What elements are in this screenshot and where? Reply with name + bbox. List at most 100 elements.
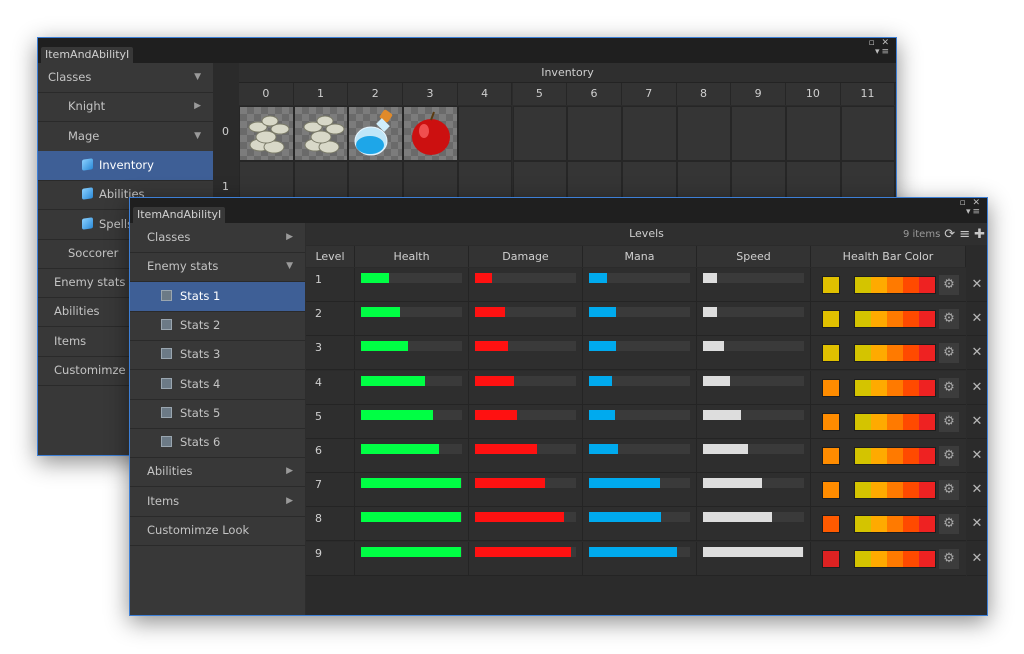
sidebar-item[interactable]: Customimze Look <box>130 516 305 546</box>
mana-cell[interactable] <box>583 439 697 473</box>
damage-cell[interactable] <box>469 302 583 337</box>
damage-bar[interactable] <box>475 478 576 489</box>
mana-cell[interactable] <box>583 370 697 405</box>
damage-bar[interactable] <box>475 409 576 420</box>
mana-bar[interactable] <box>589 273 690 283</box>
sidebar-item[interactable]: Items <box>38 327 213 357</box>
damage-cell[interactable] <box>469 370 583 405</box>
sidebar-item[interactable]: Enemy stats ▼ <box>130 252 305 283</box>
damage-cell[interactable] <box>469 268 583 302</box>
speed-cell[interactable] <box>697 439 811 473</box>
sidebar-item[interactable]: Stats 3 <box>130 340 305 371</box>
mana-cell[interactable] <box>583 507 697 542</box>
speed-bar[interactable] <box>703 478 804 489</box>
health-bar[interactable] <box>361 444 462 454</box>
health-cell[interactable] <box>355 370 469 405</box>
color-swatch[interactable] <box>822 276 840 294</box>
mana-bar[interactable] <box>589 375 690 386</box>
inventory-slot[interactable] <box>786 106 841 161</box>
damage-bar[interactable] <box>475 307 576 318</box>
inventory-slot[interactable] <box>457 106 513 161</box>
speed-cell[interactable] <box>697 336 811 371</box>
health-cell[interactable] <box>355 541 469 576</box>
health-cell[interactable] <box>355 302 469 337</box>
health-bar[interactable] <box>361 512 462 523</box>
gear-icon[interactable]: ⚙ <box>939 548 959 569</box>
gradient-field[interactable] <box>854 276 936 294</box>
sidebar-item[interactable]: Abilities ▶ <box>130 457 305 488</box>
gradient-field[interactable] <box>854 412 936 431</box>
sidebar-item[interactable]: Knight ▶ <box>38 92 213 123</box>
inventory-slot[interactable] <box>348 106 404 161</box>
gradient-field[interactable] <box>854 344 936 363</box>
health-cell[interactable] <box>355 336 469 371</box>
health-bar[interactable] <box>361 375 462 386</box>
health-cell[interactable] <box>355 268 469 302</box>
gradient-field[interactable] <box>854 515 936 534</box>
speed-bar[interactable] <box>703 512 804 523</box>
mana-cell[interactable] <box>583 268 697 302</box>
mana-bar[interactable] <box>589 512 690 523</box>
inventory-slot[interactable] <box>840 106 896 161</box>
delete-row-button[interactable]: ✕ <box>967 371 987 405</box>
refresh-icon[interactable]: ⟳ <box>944 227 956 242</box>
damage-cell[interactable] <box>469 473 583 508</box>
sidebar-item[interactable]: Stats 6 <box>130 428 305 459</box>
mana-bar[interactable] <box>589 546 690 557</box>
health-bar[interactable] <box>361 341 462 352</box>
damage-bar[interactable] <box>475 375 576 386</box>
health-cell[interactable] <box>355 473 469 508</box>
color-swatch[interactable] <box>822 378 840 397</box>
sidebar-item[interactable]: Spells <box>38 210 213 240</box>
gradient-field[interactable] <box>854 549 936 568</box>
gradient-field[interactable] <box>854 310 936 329</box>
mana-cell[interactable] <box>583 473 697 508</box>
sidebar-item[interactable]: Abilities <box>38 297 213 328</box>
inventory-slot[interactable] <box>567 106 622 161</box>
sidebar-item[interactable]: Mage ▼ <box>38 122 213 152</box>
damage-bar[interactable] <box>475 341 576 352</box>
damage-bar[interactable] <box>475 444 576 454</box>
damage-cell[interactable] <box>469 439 583 473</box>
color-swatch[interactable] <box>822 481 840 500</box>
damage-cell[interactable] <box>469 404 583 439</box>
speed-bar[interactable] <box>703 307 804 318</box>
speed-bar[interactable] <box>703 444 804 454</box>
mana-cell[interactable] <box>583 302 697 337</box>
inventory-slot[interactable] <box>731 106 786 161</box>
color-swatch[interactable] <box>822 549 840 568</box>
delete-row-button[interactable]: ✕ <box>967 405 987 439</box>
window-tab[interactable]: ItemAndAbilityI <box>133 207 226 223</box>
health-cell[interactable] <box>355 507 469 542</box>
window-tab[interactable]: ItemAndAbilityI <box>41 47 134 63</box>
sidebar-item[interactable]: Classes ▶ <box>130 223 305 253</box>
gear-icon[interactable]: ⚙ <box>939 514 959 535</box>
sidebar-item[interactable]: Soccorer <box>38 239 213 269</box>
gear-icon[interactable]: ⚙ <box>939 343 959 364</box>
mana-cell[interactable] <box>583 541 697 576</box>
delete-row-button[interactable]: ✕ <box>967 336 987 371</box>
mana-bar[interactable] <box>589 341 690 352</box>
speed-cell[interactable] <box>697 541 811 576</box>
color-swatch[interactable] <box>822 515 840 534</box>
health-bar[interactable] <box>361 478 462 489</box>
window-controls[interactable]: ▫ ✕ ▾≡ <box>959 198 982 217</box>
gradient-field[interactable] <box>854 481 936 500</box>
sidebar-item[interactable]: Stats 1 <box>130 281 305 312</box>
damage-cell[interactable] <box>469 541 583 576</box>
speed-bar[interactable] <box>703 341 804 352</box>
mana-bar[interactable] <box>589 307 690 318</box>
health-cell[interactable] <box>355 439 469 473</box>
speed-bar[interactable] <box>703 375 804 386</box>
mana-bar[interactable] <box>589 444 690 454</box>
gear-icon[interactable]: ⚙ <box>939 446 959 466</box>
mana-cell[interactable] <box>583 336 697 371</box>
health-bar[interactable] <box>361 409 462 420</box>
speed-cell[interactable] <box>697 370 811 405</box>
gradient-field[interactable] <box>854 378 936 397</box>
speed-bar[interactable] <box>703 409 804 420</box>
sidebar-item[interactable]: Classes ▼ <box>38 63 213 93</box>
speed-cell[interactable] <box>697 507 811 542</box>
sidebar-item[interactable]: Stats 5 <box>130 399 305 429</box>
list-icon[interactable]: ≡ <box>959 227 971 242</box>
